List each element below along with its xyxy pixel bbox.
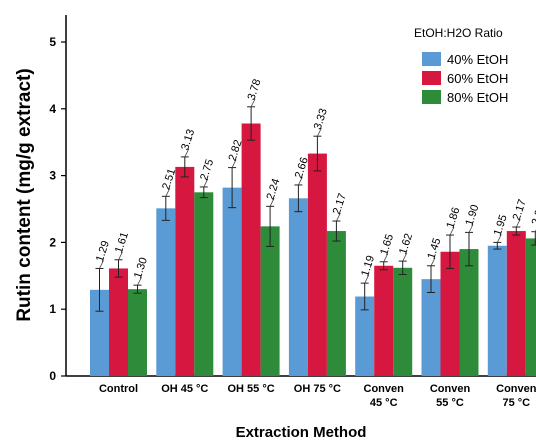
y-ticks: 0 1 2 3 4 5 [49,35,66,383]
category-label-line: OH 55 °C [227,383,274,395]
bar-2-1 [242,123,261,376]
data-label-5-1: 1.86 [444,206,462,230]
x-axis-title: Extraction Method [236,424,367,440]
y-tick-label-4: 4 [49,102,56,116]
category-label-line: 75 °C [502,397,530,409]
bar-2-0 [223,188,242,376]
category-label-line: Conven [496,383,536,395]
category-label-5: Conven 55 °C [430,383,471,409]
category-label-line: 55 °C [436,397,464,409]
data-label-0-1: 1.61 [113,231,131,255]
bar-5-0 [422,279,441,376]
category-label-4: Conven 45 °C [364,383,405,409]
y-tick-label-2: 2 [49,235,56,249]
bar-6-1 [507,231,526,376]
data-label-6-1: 2.17 [511,198,529,222]
data-label-4-1: 1.65 [378,233,396,257]
legend: EtOH:H2O Ratio 40% EtOH 60% EtOH 80% EtOH [414,26,508,105]
data-label-2-1: 3.78 [246,78,264,102]
bar-1-1 [175,167,194,376]
category-label-line: OH 75 °C [294,383,341,395]
data-label-2-2: 2.24 [265,177,283,201]
category-label-0: Control [99,383,138,395]
legend-swatch-1 [422,71,441,85]
category-label-line: Conven [430,383,471,395]
bar-3-1 [308,154,327,376]
legend-swatch-2 [422,90,441,104]
data-label-0-2: 1.30 [132,256,150,280]
data-label-1-1: 3.13 [179,128,197,152]
bar-2-2 [261,226,280,376]
category-label-2: OH 55 °C [227,383,274,395]
bar-5-2 [460,249,479,376]
category-label-line: Conven [364,383,405,395]
data-label-6-2: 2.06 [530,203,536,227]
bar-0-2 [128,289,147,376]
category-label-line: 45 °C [370,397,398,409]
category-label-1: OH 45 °C [161,383,208,395]
data-label-4-2: 1.62 [397,232,415,256]
y-tick-label-3: 3 [49,169,56,183]
data-label-5-2: 1.90 [463,203,481,227]
legend-title: EtOH:H2O Ratio [414,26,503,40]
bar-6-0 [488,246,507,376]
legend-items: 40% EtOH 60% EtOH 80% EtOH [422,52,508,105]
bar-0-1 [109,268,128,376]
data-label-3-1: 3.33 [312,107,330,131]
y-tick-label-5: 5 [49,35,56,49]
bar-1-2 [194,192,213,376]
data-label-3-2: 2.17 [331,192,349,216]
data-label-0-0: 1.29 [94,239,112,263]
bar-5-1 [441,252,460,376]
legend-swatch-0 [422,52,441,66]
y-axis-title: Rutin content (mg/g extract) [14,68,35,321]
legend-label-1: 60% EtOH [447,71,508,86]
bar-1-0 [156,208,175,376]
bar-4-2 [393,268,412,376]
category-labels: Control OH 45 °C OH 55 °C OH 75 °C Conven 45 … [99,383,536,409]
category-label-line: OH 45 °C [161,383,208,395]
bar-3-2 [327,231,346,376]
category-label-6: Conven 75 °C [496,383,536,409]
category-label-3: OH 75 °C [294,383,341,395]
y-tick-label-1: 1 [49,302,56,316]
legend-label-0: 40% EtOH [447,52,508,67]
category-label-line: Control [99,383,138,395]
bar-3-0 [289,198,308,376]
data-label-1-2: 2.75 [198,158,216,182]
bar-4-1 [374,266,393,376]
bar-6-2 [526,238,536,376]
y-tick-label-0: 0 [49,369,56,383]
legend-label-2: 80% EtOH [447,90,508,105]
